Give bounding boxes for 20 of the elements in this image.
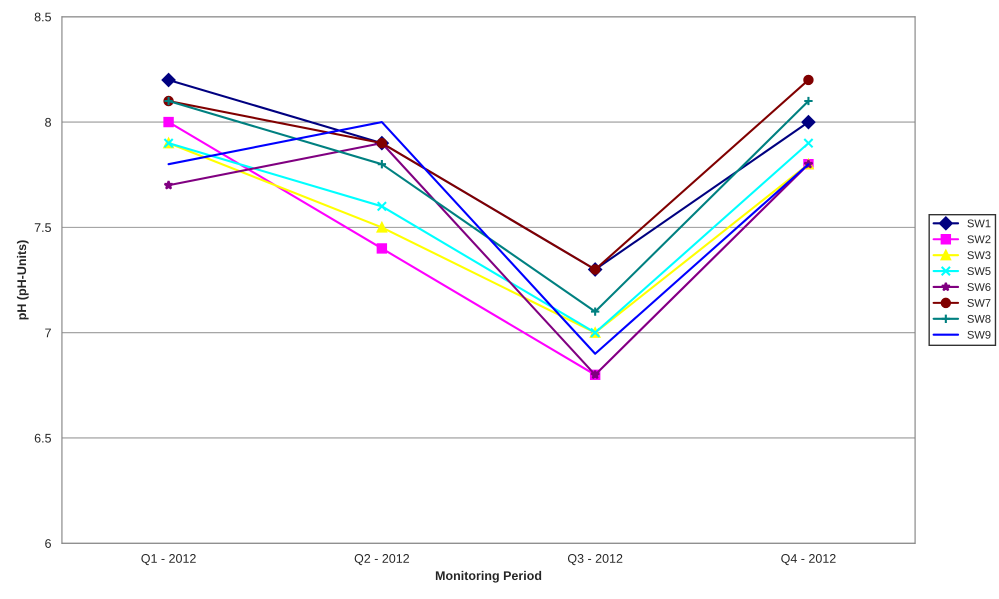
legend-label: SW2 — [967, 235, 990, 244]
x-tick-label: Q4 - 2012 — [781, 554, 836, 566]
legend-label: SW6 — [967, 283, 991, 291]
y-tick-label: 8.5 — [34, 12, 51, 22]
legend-label: SW3 — [967, 251, 991, 260]
legend-label: SW5 — [967, 267, 991, 276]
x-tick-label: Q2 - 2012 — [354, 554, 410, 566]
x-axis-title: Monitoring Period — [436, 570, 542, 583]
x-tick-label: Q1 - 2012 — [141, 554, 196, 566]
legend-label: SW7 — [967, 299, 990, 307]
y-tick-label: 8 — [45, 118, 51, 127]
x-tick-label: Q3 - 2012 — [568, 554, 622, 566]
legend-label: SW1 — [967, 219, 990, 228]
y-tick-label: 6 — [45, 539, 51, 548]
legend-label: SW9 — [967, 330, 990, 339]
y-tick-label: 6.5 — [34, 434, 51, 443]
legend-label: SW8 — [967, 314, 991, 323]
y-axis-title: pH (pH-Units) — [16, 240, 29, 320]
y-tick-label: 7.5 — [34, 223, 51, 232]
y-tick-label: 7 — [45, 328, 51, 338]
